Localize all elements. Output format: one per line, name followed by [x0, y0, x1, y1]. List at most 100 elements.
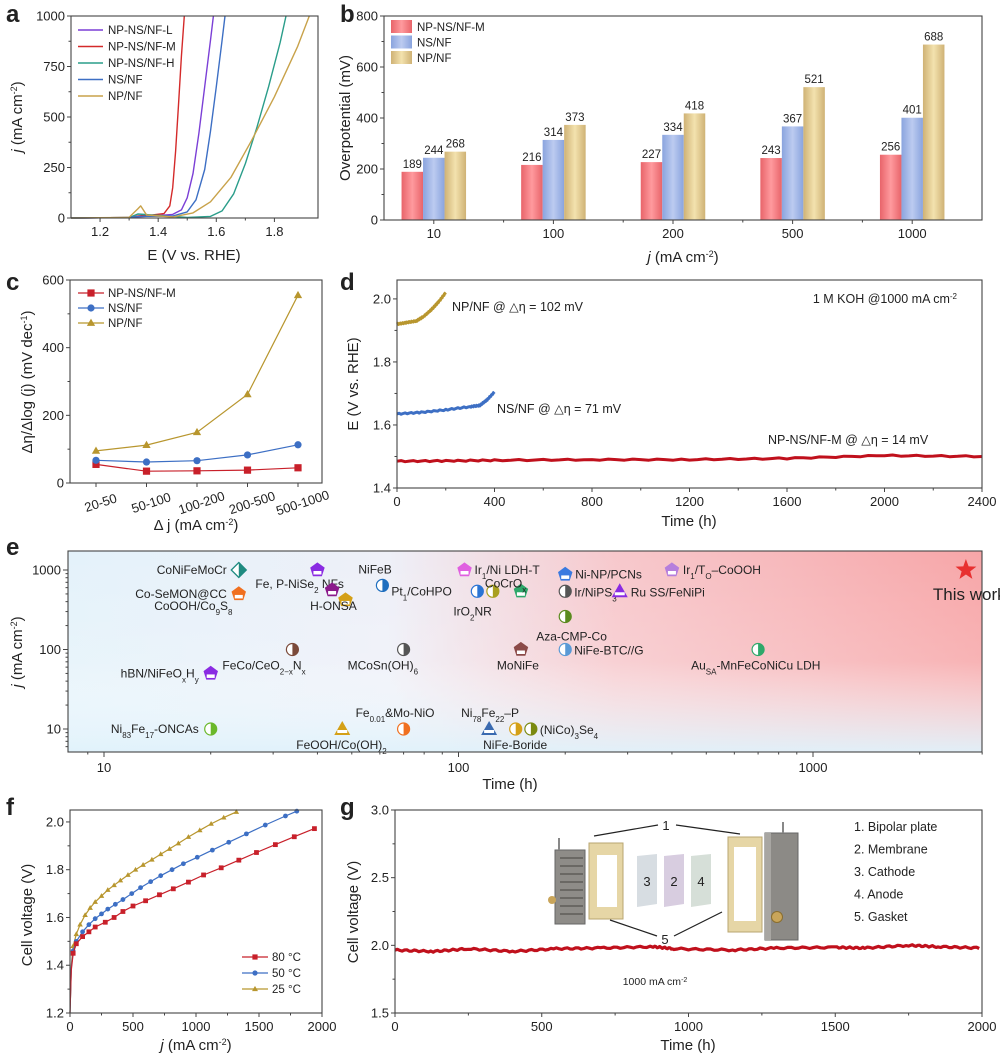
e-label-part: FeOOH/Co(OH): [296, 738, 382, 752]
b-y-tick-label: 800: [356, 9, 378, 24]
panel-g-electrolyzer-stability-chart: 3 2 4 1 5 1. Bipolar plate 2. Membrane 3. Catho…: [371, 803, 997, 1035]
e-marker-highlight: [234, 594, 243, 599]
e-label-part: CoCrO: [485, 576, 522, 590]
inset-pin: [558, 838, 560, 850]
f-data-point: [92, 924, 98, 930]
f-x-tick-label: 1000: [182, 1019, 211, 1034]
f-data-point: [201, 872, 206, 878]
f-data-point: [283, 813, 288, 819]
e-point-label: Pt1/CoHPO: [391, 584, 451, 602]
e-label-part: (NiCo): [540, 723, 575, 737]
e-label-part: /CoHPO: [407, 584, 452, 598]
e-marker--nico-3se4: [524, 722, 538, 736]
c-x-tick-label: 100-200: [177, 488, 227, 517]
e-label-part: 0.01: [370, 715, 386, 724]
c-data-point: [142, 467, 151, 475]
c-data-point: [243, 451, 252, 459]
e-label-part: MoNiFe: [497, 659, 539, 673]
b-bar-np-nf: [922, 44, 945, 221]
d-x-tick-label: 1600: [773, 494, 802, 509]
e-marker-coooh-co9s8: [338, 592, 353, 607]
b-x-close: ): [714, 249, 719, 266]
panel-letter-e: e: [6, 534, 19, 561]
panel-letter-a: a: [6, 1, 20, 28]
b-x-j: j: [645, 249, 651, 266]
b-legend-label: NS/NF: [417, 38, 452, 50]
a-legend-label: NP/NF: [108, 91, 143, 103]
b-legend-swatch: [391, 35, 412, 49]
f-x-tick-label: 1500: [245, 1019, 274, 1034]
b-bar-value-label: 688: [924, 32, 943, 44]
e-marker-fill: [238, 562, 247, 578]
f-y-tick-label: 1.4: [46, 958, 64, 973]
f-data-point: [218, 865, 224, 871]
e-label-part: -MnFeCoNiCu LDH: [716, 659, 820, 673]
b-bar-np-nf: [564, 124, 586, 220]
b-bar-value-label: 243: [762, 145, 781, 157]
b-bar-ns-nf: [423, 157, 445, 220]
e-point-label: Ni78Fe22–P: [461, 706, 519, 724]
f-data-point: [291, 834, 297, 840]
e-marker-highlight: [614, 592, 625, 596]
c-x-tick-label: 50-100: [130, 489, 173, 516]
e-marker-unlabeled: [509, 722, 523, 736]
e-label-part: Co-SeMON@CC: [135, 587, 227, 601]
b-bar-value-label: 401: [903, 105, 922, 117]
f-data-point: [262, 822, 268, 828]
e-marker-highlight: [341, 600, 350, 605]
a-y-unit: (mA cm: [9, 94, 26, 149]
f-data-point: [158, 873, 164, 879]
e-marker-highlight: [328, 591, 337, 595]
e-marker-fill: [292, 643, 299, 656]
e-y-tick-label: 100: [39, 642, 61, 657]
c-y-sup: -1: [19, 315, 29, 323]
e-point-label: FeOOH/Co(OH)2: [296, 738, 387, 756]
e-label-part: Au: [691, 659, 706, 673]
e-label-part: 1: [403, 593, 408, 602]
d-x-tick-label: 1200: [675, 494, 704, 509]
e-marker-ir-nips3: [558, 584, 572, 598]
e-point-label: Ru SS/FeNiPi: [631, 585, 705, 599]
panel-letter-c: c: [6, 269, 19, 296]
f-data-point: [120, 897, 126, 902]
g-x-axis-label: Time (h): [660, 1037, 715, 1054]
f-data-point: [170, 886, 176, 892]
c-y-text: Δη/Δlog (j) (mV dec: [19, 323, 36, 454]
b-x-tick-label: 500: [782, 226, 804, 241]
f-data-point: [149, 856, 155, 862]
inset-layer-number: 4: [697, 874, 704, 889]
c-x-tick-label: 20-50: [82, 490, 118, 515]
e-label-part: NiFe-Boride: [483, 738, 547, 752]
d-condition-annotation: 1 M KOH @1000 mA cm-2: [813, 292, 958, 307]
b-bar-value-label: 189: [403, 159, 422, 171]
f-data-point: [80, 929, 85, 935]
e-marker-h-onsa: [324, 582, 340, 597]
a-y-sup: -2: [9, 86, 19, 94]
c-y-tick-label: 400: [42, 340, 64, 355]
b-bar-value-label: 334: [663, 122, 683, 134]
e-marker-fill: [565, 610, 572, 623]
e-point-label: IrO2NR: [453, 604, 492, 622]
e-label-part: IrO: [453, 604, 470, 618]
c-y-tick-label: 600: [42, 273, 64, 288]
a-series-line-4: [70, 15, 310, 219]
e-marker-fill: [515, 723, 522, 735]
e-point-label: Fe0.01&Mo-NiO: [356, 706, 435, 724]
b-bar-np-ns-nf-m: [760, 158, 782, 220]
c-x-sup: -2: [225, 517, 233, 527]
e-point-label: Aza-CMP-Co: [536, 630, 607, 644]
c-y-axis-label: Δη/Δlog (j) (mV dec-1): [19, 310, 36, 453]
e-label-part: H: [186, 666, 195, 680]
inset-layer-2: [664, 854, 684, 907]
e-point-label: H-ONSA: [310, 599, 357, 613]
e-x-tick-label: 10: [97, 760, 111, 775]
d-ann-sup: -2: [950, 292, 958, 301]
e-y-j: j: [9, 684, 26, 690]
e-marker-fill: [758, 643, 765, 656]
e-label-part: -ONCAs: [154, 722, 199, 736]
inset-pin: [782, 822, 784, 833]
e-y-close: ): [9, 616, 26, 621]
f-data-point: [254, 850, 259, 855]
f-x-unit: (mA cm: [164, 1037, 219, 1054]
